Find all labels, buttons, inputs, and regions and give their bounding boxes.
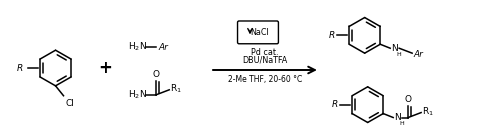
Text: O: O — [404, 95, 411, 104]
Text: R: R — [328, 31, 335, 40]
Text: R: R — [332, 100, 338, 109]
Text: NaCl: NaCl — [250, 28, 270, 37]
Text: R$_1$: R$_1$ — [422, 105, 434, 118]
Text: Pd cat.: Pd cat. — [251, 48, 278, 57]
Text: H$_2$N: H$_2$N — [128, 88, 148, 101]
Text: R$_1$: R$_1$ — [170, 83, 182, 95]
Text: Cl: Cl — [66, 99, 74, 108]
Text: +: + — [98, 59, 112, 77]
Text: H: H — [396, 52, 402, 57]
Text: O: O — [153, 70, 160, 79]
Text: H: H — [400, 122, 404, 126]
Text: 2-Me THF, 20-60 °C: 2-Me THF, 20-60 °C — [228, 75, 302, 84]
Text: Ar: Ar — [158, 43, 168, 52]
FancyBboxPatch shape — [238, 21, 279, 44]
Text: DBU/NaTFA: DBU/NaTFA — [242, 55, 288, 64]
Text: R: R — [16, 64, 22, 73]
Text: Ar: Ar — [413, 50, 423, 59]
Text: H$_2$N: H$_2$N — [128, 41, 148, 53]
Text: N: N — [391, 44, 398, 53]
Text: N: N — [394, 113, 401, 122]
